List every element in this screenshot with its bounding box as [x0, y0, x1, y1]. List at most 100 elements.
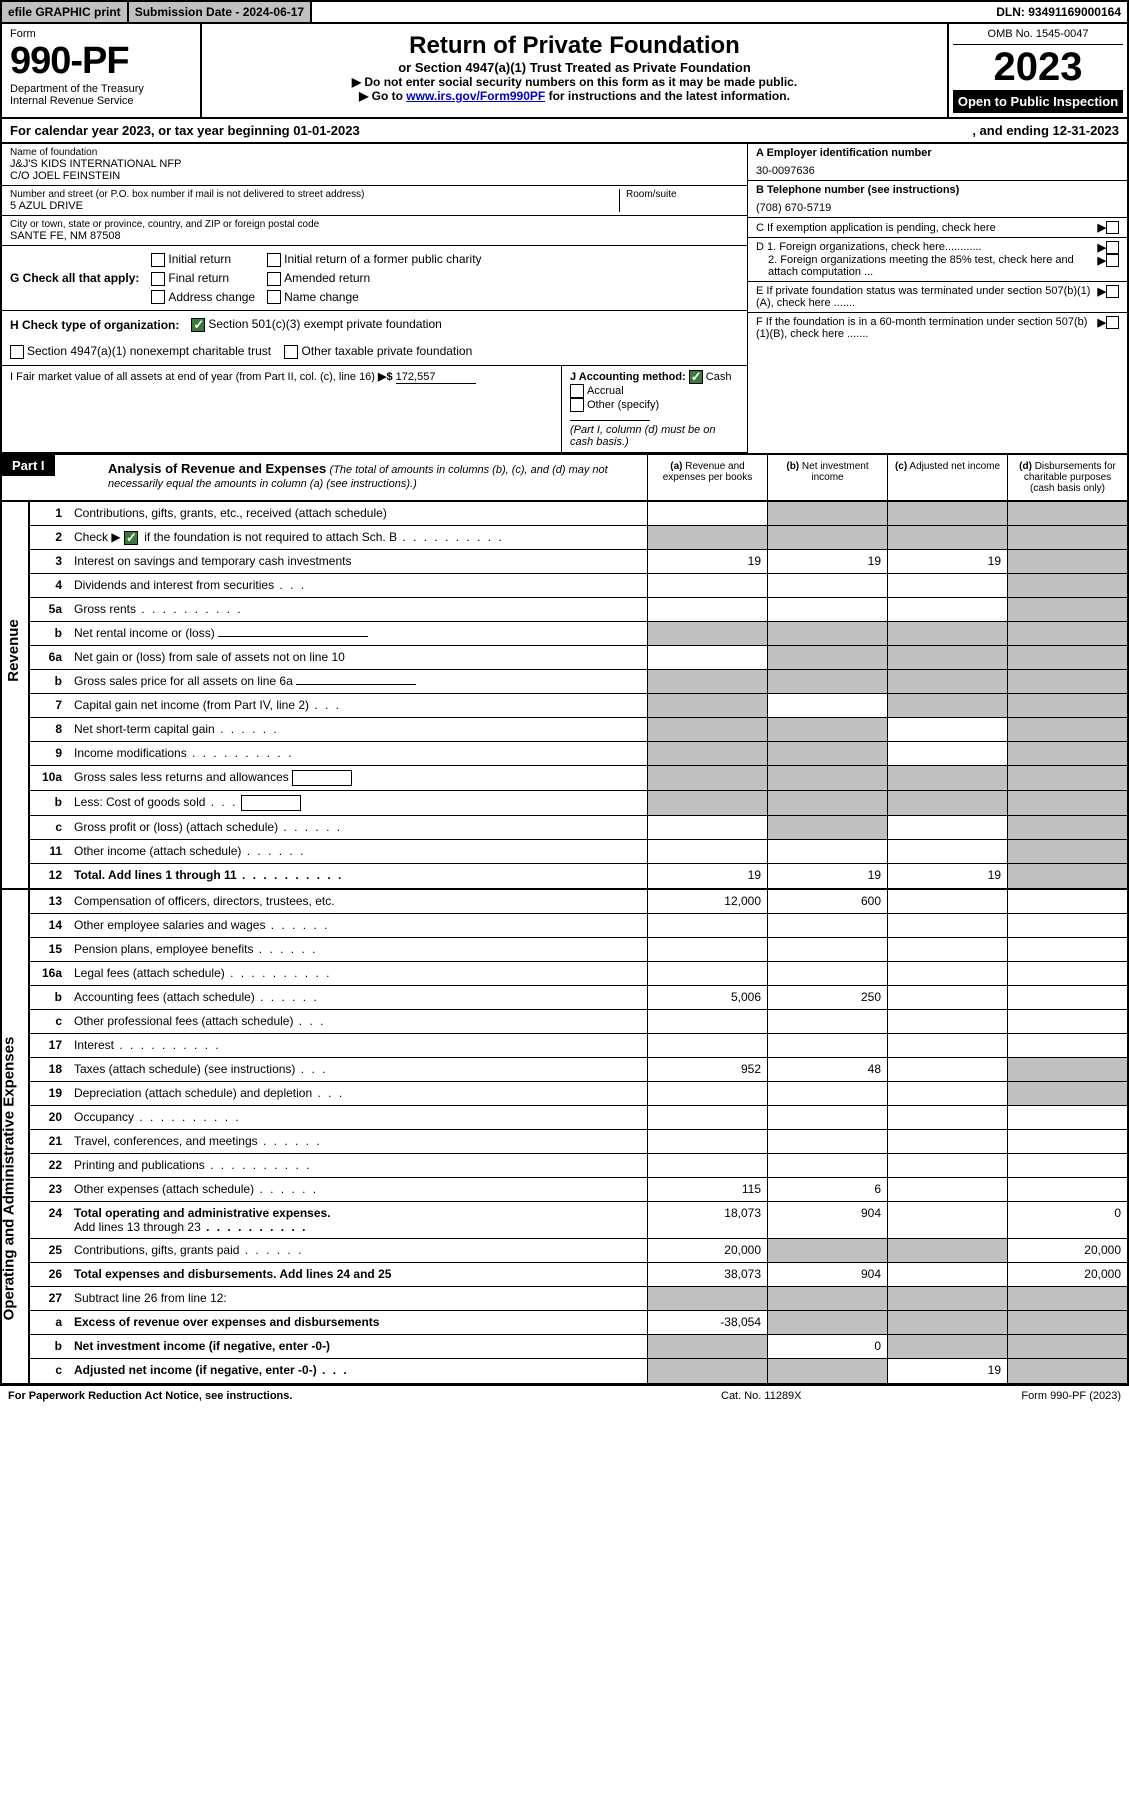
part1-badge: Part I [2, 455, 55, 476]
chk-c[interactable] [1106, 221, 1119, 234]
chk-address[interactable] [151, 290, 165, 304]
line-27a: aExcess of revenue over expenses and dis… [30, 1311, 1127, 1335]
chk-final[interactable] [151, 272, 165, 286]
ein-label: A Employer identification number [756, 147, 1119, 159]
form-header: Form 990-PF Department of the Treasury I… [0, 24, 1129, 119]
paperwork-notice: For Paperwork Reduction Act Notice, see … [8, 1390, 721, 1402]
d2-label: 2. Foreign organizations meeting the 85%… [768, 254, 1098, 278]
city-label: City or town, state or province, country… [10, 219, 739, 230]
phone-label: B Telephone number (see instructions) [756, 184, 1119, 196]
line-5b: bNet rental income or (loss) [30, 622, 1127, 646]
col-a-header: (a) Revenue and expenses per books [647, 455, 767, 500]
goto-link: ▶ Go to www.irs.gov/Form990PF for instru… [210, 89, 939, 103]
line-27b: bNet investment income (if negative, ent… [30, 1335, 1127, 1359]
dept-irs: Internal Revenue Service [10, 95, 192, 107]
line-15: 15Pension plans, employee benefits [30, 938, 1127, 962]
chk-501c3[interactable] [191, 318, 205, 332]
chk-initial-former[interactable] [267, 253, 281, 267]
foundation-care-of: C/O JOEL FEINSTEIN [10, 170, 739, 182]
street-address: 5 AZUL DRIVE [10, 200, 619, 212]
line-12: 12Total. Add lines 1 through 11191919 [30, 864, 1127, 888]
line-16a: 16aLegal fees (attach schedule) [30, 962, 1127, 986]
warning-ssn: ▶ Do not enter social security numbers o… [210, 75, 939, 89]
line-20: 20Occupancy [30, 1106, 1127, 1130]
h-checkboxes: H Check type of organization: Section 50… [2, 311, 747, 366]
j-note: (Part I, column (d) must be on cash basi… [570, 424, 716, 448]
foundation-name: J&J'S KIDS INTERNATIONAL NFP [10, 158, 739, 170]
chk-f[interactable] [1106, 316, 1119, 329]
line-4: 4Dividends and interest from securities [30, 574, 1127, 598]
chk-other-method[interactable] [570, 398, 584, 412]
line-25: 25Contributions, gifts, grants paid20,00… [30, 1239, 1127, 1263]
revenue-sidelabel: Revenue [5, 619, 22, 682]
room-label: Room/suite [626, 189, 739, 200]
irs-link[interactable]: www.irs.gov/Form990PF [406, 89, 545, 103]
line-13: 13Compensation of officers, directors, t… [30, 890, 1127, 914]
line-10c: cGross profit or (loss) (attach schedule… [30, 816, 1127, 840]
calendar-year: For calendar year 2023, or tax year begi… [0, 119, 1129, 144]
line-16b: bAccounting fees (attach schedule)5,0062… [30, 986, 1127, 1010]
line-17: 17Interest [30, 1034, 1127, 1058]
chk-initial[interactable] [151, 253, 165, 267]
part1-title: Analysis of Revenue and Expenses [108, 461, 326, 476]
line-7: 7Capital gain net income (from Part IV, … [30, 694, 1127, 718]
line-24: 24Total operating and administrative exp… [30, 1202, 1127, 1239]
col-d-header: (d) Disbursements for charitable purpose… [1007, 455, 1127, 500]
form-title: Return of Private Foundation [210, 32, 939, 60]
phone-value: (708) 670-5719 [756, 196, 1119, 214]
fmv-value: 172,557 [396, 371, 476, 384]
line-2: 2Check ▶ if the foundation is not requir… [30, 526, 1127, 550]
page-footer: For Paperwork Reduction Act Notice, see … [0, 1385, 1129, 1406]
omb-number: OMB No. 1545-0047 [953, 28, 1123, 45]
form-subtitle: or Section 4947(a)(1) Trust Treated as P… [210, 60, 939, 75]
part1-header-row: Part I Analysis of Revenue and Expenses … [0, 455, 1129, 502]
chk-4947[interactable] [10, 345, 24, 359]
line-6b: bGross sales price for all assets on lin… [30, 670, 1127, 694]
line-1: 1Contributions, gifts, grants, etc., rec… [30, 502, 1127, 526]
line-10a: 10aGross sales less returns and allowanc… [30, 766, 1127, 791]
c-label: C If exemption application is pending, c… [756, 222, 1098, 234]
name-label: Name of foundation [10, 147, 739, 158]
e-label: E If private foundation status was termi… [756, 285, 1098, 309]
form-label: Form [10, 28, 192, 40]
line-5a: 5aGross rents [30, 598, 1127, 622]
chk-d1[interactable] [1106, 241, 1119, 254]
dln: DLN: 93491169000164 [990, 2, 1127, 22]
city-state-zip: SANTE FE, NM 87508 [10, 230, 739, 242]
cat-no: Cat. No. 11289X [721, 1390, 921, 1402]
open-inspection: Open to Public Inspection [953, 90, 1123, 113]
address-label: Number and street (or P.O. box number if… [10, 189, 619, 200]
expenses-section: Operating and Administrative Expenses 13… [0, 890, 1129, 1385]
line-22: 22Printing and publications [30, 1154, 1127, 1178]
dept-treasury: Department of the Treasury [10, 83, 192, 95]
chk-e[interactable] [1106, 285, 1119, 298]
line-3: 3Interest on savings and temporary cash … [30, 550, 1127, 574]
chk-sch-b[interactable] [124, 531, 138, 545]
line-16c: cOther professional fees (attach schedul… [30, 1010, 1127, 1034]
chk-d2[interactable] [1106, 254, 1119, 267]
line-14: 14Other employee salaries and wages [30, 914, 1127, 938]
expenses-sidelabel: Operating and Administrative Expenses [0, 1037, 17, 1321]
col-b-header: (b) Net investment income [767, 455, 887, 500]
line-6a: 6aNet gain or (loss) from sale of assets… [30, 646, 1127, 670]
efile-label[interactable]: efile GRAPHIC print [2, 2, 129, 22]
form-ref: Form 990-PF (2023) [921, 1390, 1121, 1402]
line-27: 27Subtract line 26 from line 12: [30, 1287, 1127, 1311]
submission-date: Submission Date - 2024-06-17 [129, 2, 312, 22]
line-26: 26Total expenses and disbursements. Add … [30, 1263, 1127, 1287]
form-number: 990-PF [10, 40, 192, 83]
chk-accrual[interactable] [570, 384, 584, 398]
chk-cash[interactable] [689, 370, 703, 384]
tax-year: 2023 [953, 45, 1123, 90]
line-9: 9Income modifications [30, 742, 1127, 766]
chk-other-taxable[interactable] [284, 345, 298, 359]
chk-amended[interactable] [267, 272, 281, 286]
f-label: F If the foundation is in a 60-month ter… [756, 316, 1098, 362]
line-11: 11Other income (attach schedule) [30, 840, 1127, 864]
topbar: efile GRAPHIC print Submission Date - 20… [0, 0, 1129, 24]
chk-name[interactable] [267, 290, 281, 304]
line-19: 19Depreciation (attach schedule) and dep… [30, 1082, 1127, 1106]
g-checkboxes: G Check all that apply: Initial return F… [2, 246, 747, 311]
line-27c: cAdjusted net income (if negative, enter… [30, 1359, 1127, 1383]
identification-block: Name of foundation J&J'S KIDS INTERNATIO… [0, 144, 1129, 455]
